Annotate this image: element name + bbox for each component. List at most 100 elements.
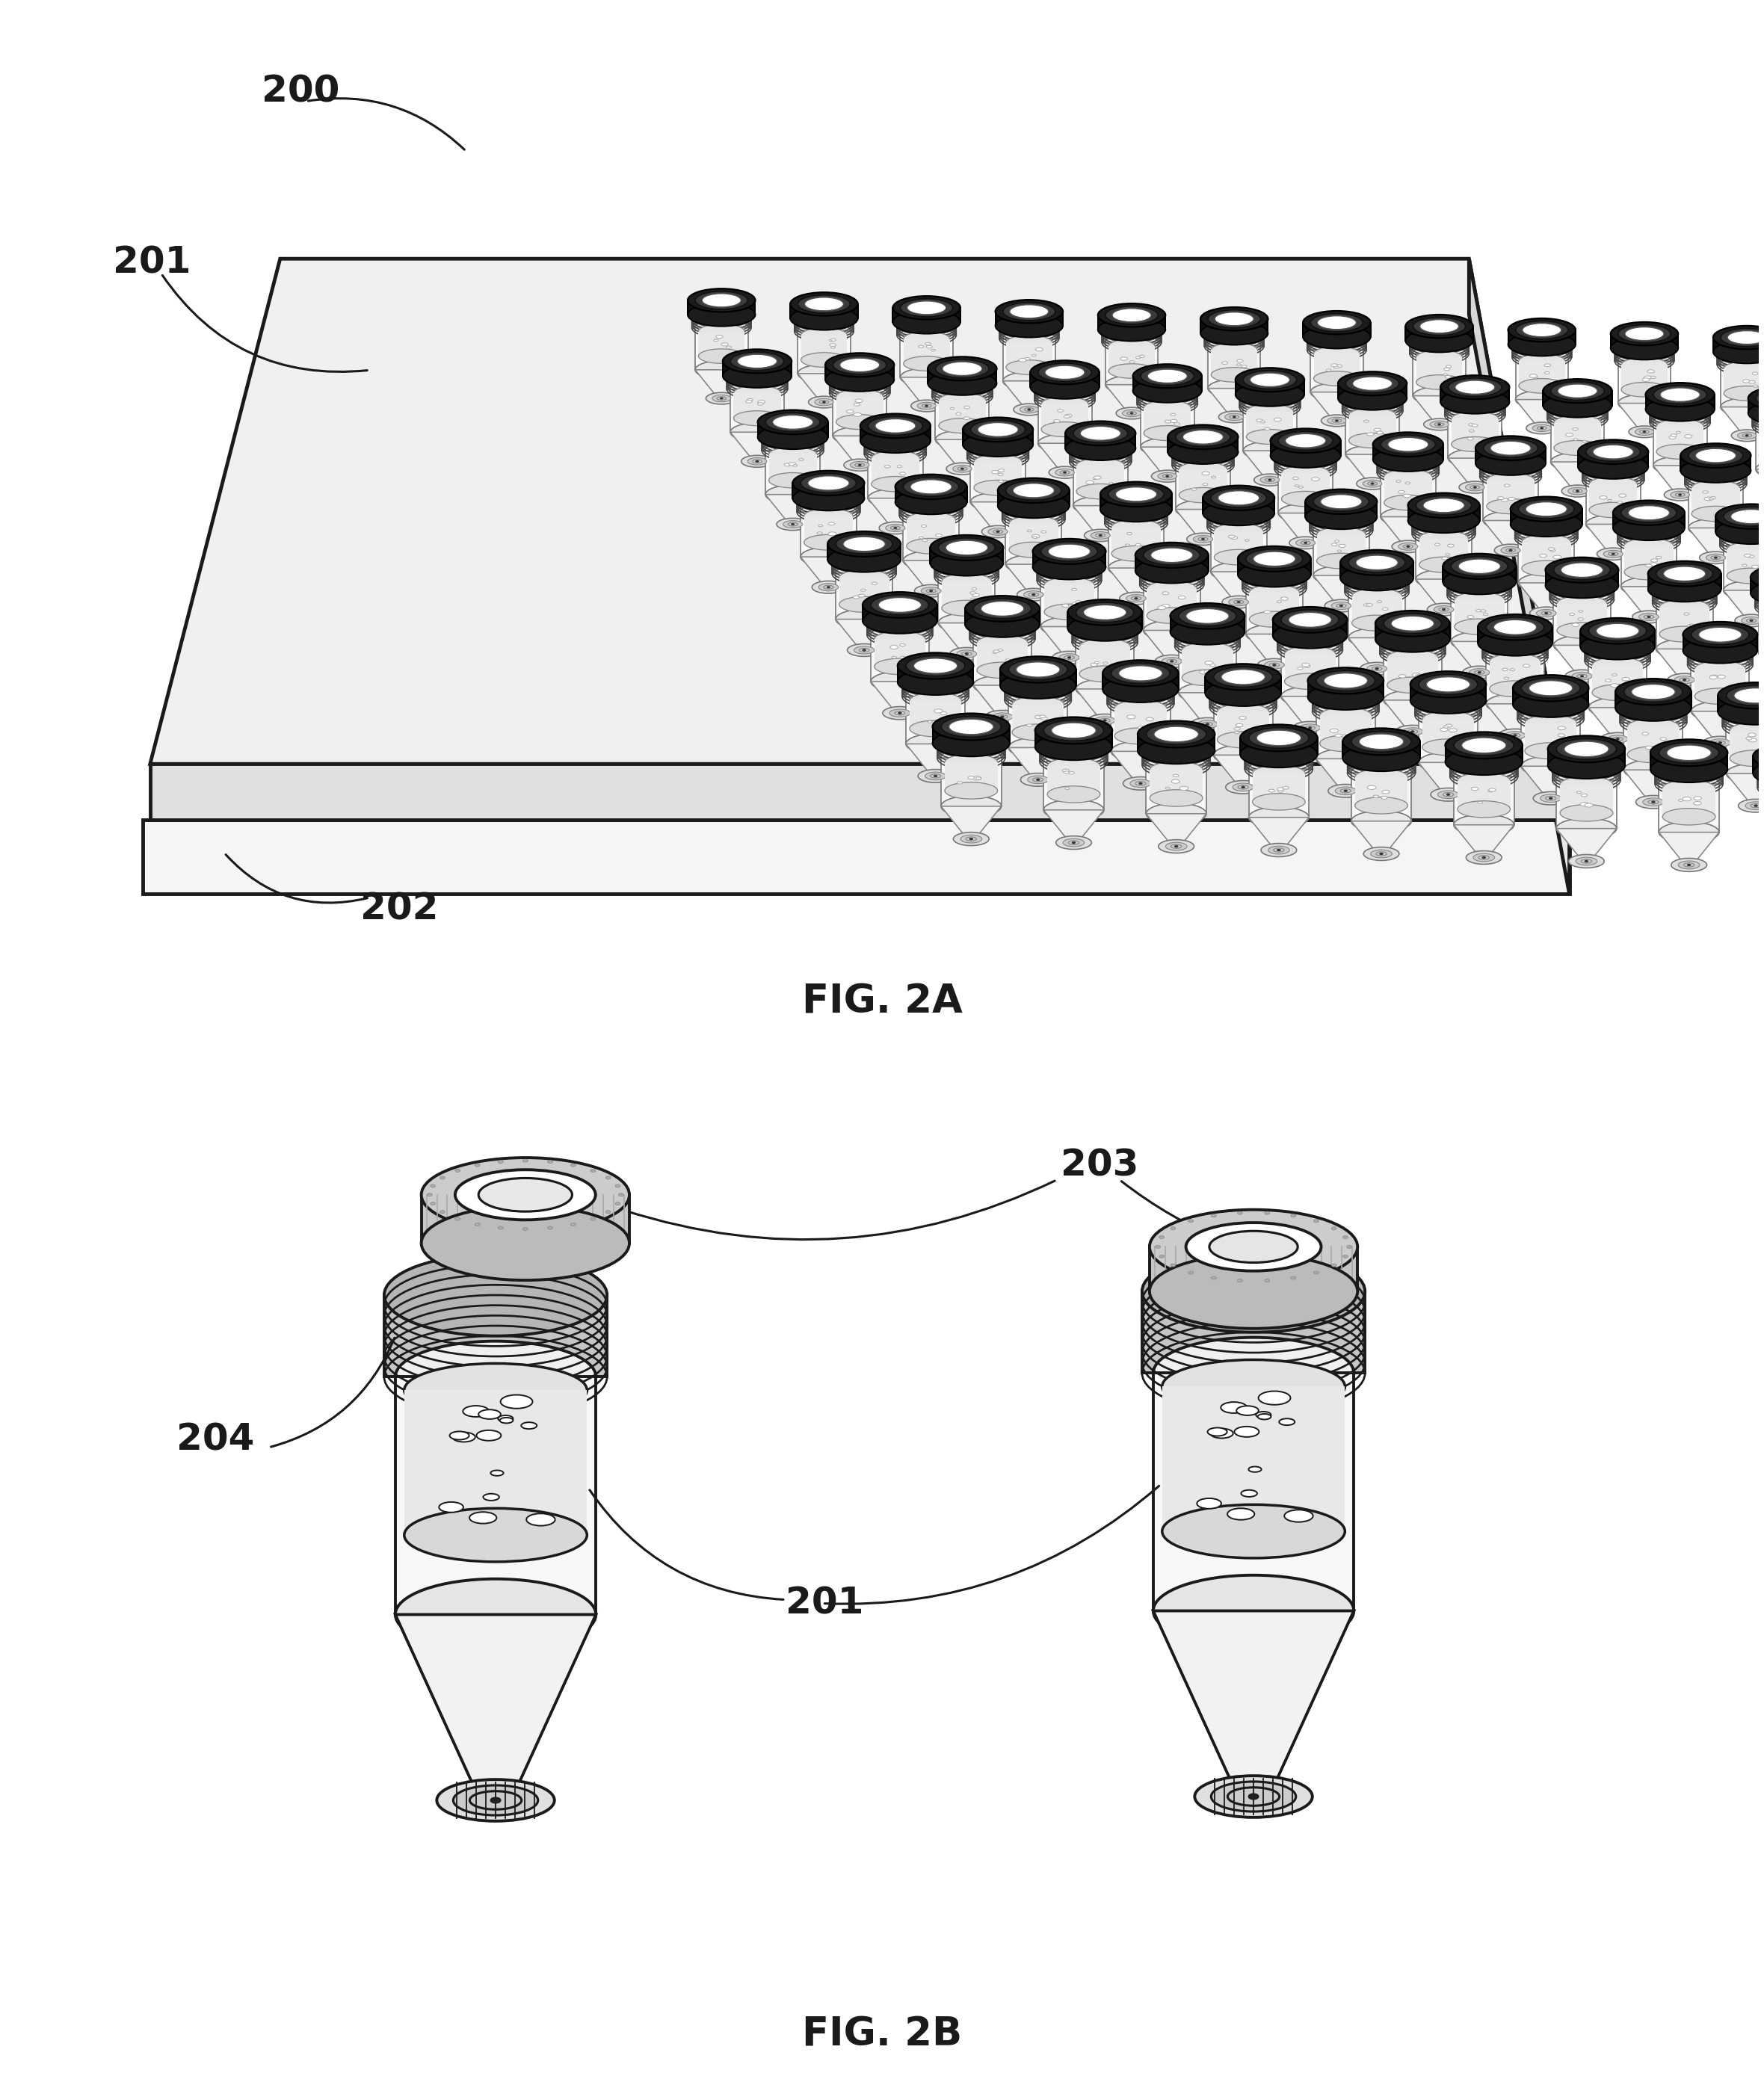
- Polygon shape: [1154, 1612, 1353, 1783]
- Ellipse shape: [1399, 542, 1418, 550]
- Ellipse shape: [1521, 678, 1581, 698]
- Ellipse shape: [1524, 742, 1577, 759]
- Polygon shape: [930, 548, 1004, 563]
- Ellipse shape: [1111, 546, 1161, 561]
- Ellipse shape: [946, 540, 988, 555]
- Point: [561, 1182, 582, 1207]
- Ellipse shape: [1611, 684, 1619, 688]
- Polygon shape: [1581, 632, 1655, 646]
- Ellipse shape: [1327, 369, 1332, 371]
- Ellipse shape: [1044, 719, 1104, 740]
- Polygon shape: [1316, 711, 1376, 759]
- Ellipse shape: [1208, 1428, 1228, 1437]
- Point: [1207, 1278, 1228, 1303]
- Point: [524, 1806, 545, 1831]
- Ellipse shape: [963, 417, 970, 419]
- Ellipse shape: [1418, 753, 1478, 774]
- Ellipse shape: [1748, 400, 1764, 425]
- Ellipse shape: [1445, 749, 1522, 776]
- Ellipse shape: [1312, 565, 1369, 586]
- Point: [1145, 1278, 1166, 1303]
- Ellipse shape: [1268, 847, 1289, 855]
- Ellipse shape: [1041, 571, 1097, 590]
- Ellipse shape: [1685, 434, 1692, 438]
- Ellipse shape: [1228, 536, 1235, 538]
- Ellipse shape: [1147, 717, 1154, 721]
- Ellipse shape: [497, 1416, 513, 1422]
- Ellipse shape: [1388, 438, 1429, 452]
- Ellipse shape: [1140, 782, 1143, 784]
- Point: [427, 1230, 448, 1255]
- Polygon shape: [1443, 567, 1515, 582]
- Ellipse shape: [1605, 680, 1611, 682]
- Ellipse shape: [991, 713, 1013, 721]
- Ellipse shape: [723, 365, 792, 388]
- Ellipse shape: [1660, 600, 1709, 615]
- Ellipse shape: [1685, 613, 1690, 615]
- Ellipse shape: [1438, 790, 1459, 799]
- Ellipse shape: [1335, 734, 1342, 738]
- Ellipse shape: [1723, 361, 1764, 375]
- Ellipse shape: [1727, 542, 1764, 557]
- Ellipse shape: [1683, 680, 1686, 682]
- Polygon shape: [940, 759, 1002, 807]
- Ellipse shape: [1522, 665, 1529, 667]
- Ellipse shape: [949, 648, 984, 661]
- Ellipse shape: [1395, 480, 1401, 482]
- Ellipse shape: [1625, 565, 1674, 580]
- Ellipse shape: [1268, 790, 1275, 792]
- Ellipse shape: [1612, 500, 1685, 525]
- Ellipse shape: [970, 592, 975, 594]
- Ellipse shape: [1570, 613, 1575, 615]
- Polygon shape: [1041, 404, 1088, 430]
- Ellipse shape: [1237, 1211, 1242, 1213]
- Ellipse shape: [1065, 436, 1136, 461]
- Ellipse shape: [1625, 538, 1674, 555]
- Ellipse shape: [1549, 548, 1554, 550]
- Ellipse shape: [1526, 502, 1566, 517]
- Ellipse shape: [1549, 796, 1552, 799]
- Ellipse shape: [1699, 628, 1741, 642]
- Ellipse shape: [801, 352, 847, 367]
- Ellipse shape: [1484, 438, 1538, 457]
- Ellipse shape: [1452, 557, 1508, 575]
- Ellipse shape: [1656, 640, 1713, 659]
- Point: [1279, 1278, 1300, 1303]
- Polygon shape: [1727, 774, 1764, 801]
- Ellipse shape: [1247, 404, 1293, 419]
- Ellipse shape: [1459, 559, 1501, 573]
- Ellipse shape: [1222, 596, 1256, 609]
- Polygon shape: [1245, 634, 1304, 661]
- Polygon shape: [1551, 463, 1605, 488]
- Ellipse shape: [926, 346, 931, 348]
- Ellipse shape: [1321, 415, 1353, 427]
- Ellipse shape: [903, 477, 960, 496]
- Point: [1214, 1801, 1235, 1826]
- Ellipse shape: [1750, 580, 1764, 605]
- Polygon shape: [1143, 409, 1191, 434]
- Ellipse shape: [1282, 786, 1289, 790]
- Polygon shape: [1378, 459, 1439, 473]
- Ellipse shape: [716, 396, 727, 400]
- Point: [1249, 1278, 1270, 1303]
- Ellipse shape: [1279, 459, 1334, 480]
- Polygon shape: [1247, 411, 1293, 438]
- Polygon shape: [1655, 769, 1723, 784]
- Ellipse shape: [1044, 365, 1085, 379]
- Ellipse shape: [977, 636, 1028, 651]
- Ellipse shape: [1041, 532, 1046, 534]
- Ellipse shape: [1448, 377, 1501, 396]
- Polygon shape: [1618, 361, 1671, 402]
- Ellipse shape: [1053, 651, 1087, 663]
- Ellipse shape: [1411, 730, 1415, 732]
- Ellipse shape: [1596, 623, 1639, 638]
- Ellipse shape: [1272, 663, 1275, 665]
- Ellipse shape: [1584, 861, 1588, 863]
- Ellipse shape: [1252, 794, 1305, 811]
- Ellipse shape: [475, 1224, 480, 1226]
- Ellipse shape: [1508, 319, 1575, 342]
- Ellipse shape: [1581, 794, 1588, 796]
- Ellipse shape: [1279, 505, 1334, 523]
- Ellipse shape: [878, 521, 912, 534]
- Ellipse shape: [935, 534, 942, 536]
